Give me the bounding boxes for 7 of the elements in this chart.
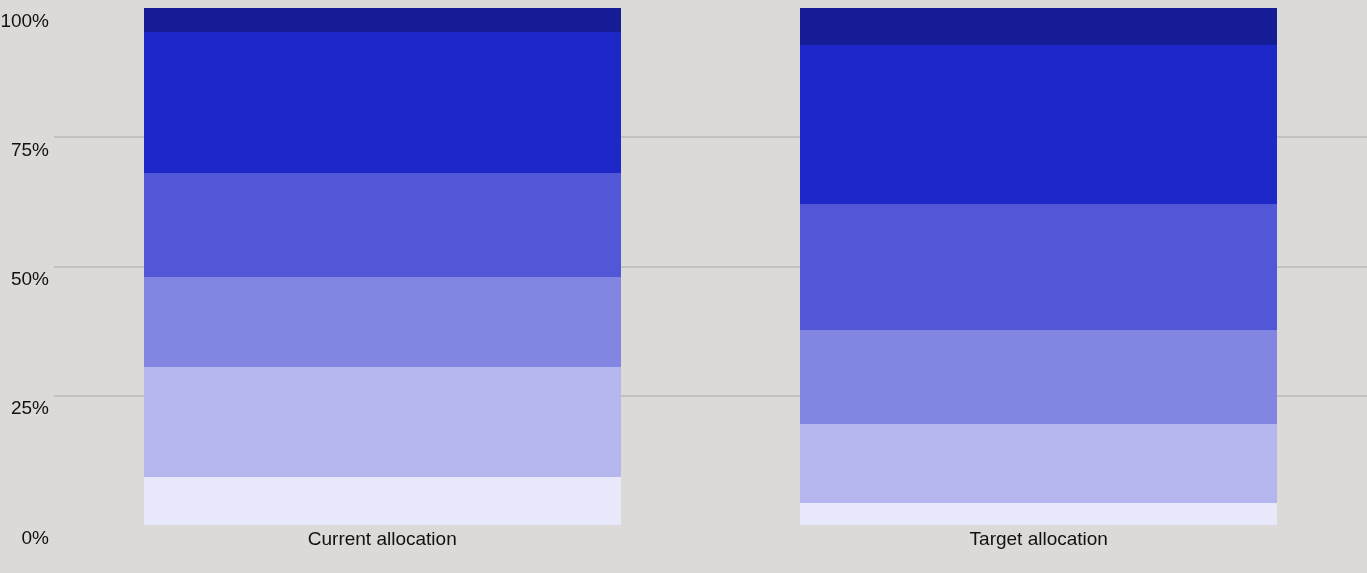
y-tick-label: 75%: [10, 138, 50, 160]
x-tick-label: Current allocation: [307, 528, 457, 549]
y-tick-label: 0%: [21, 526, 50, 548]
x-tick-label: Target allocation: [969, 528, 1108, 549]
y-tick-label: 50%: [10, 268, 50, 290]
y-tick-label: 100%: [0, 9, 50, 31]
y-tick-label: 25%: [10, 397, 50, 419]
